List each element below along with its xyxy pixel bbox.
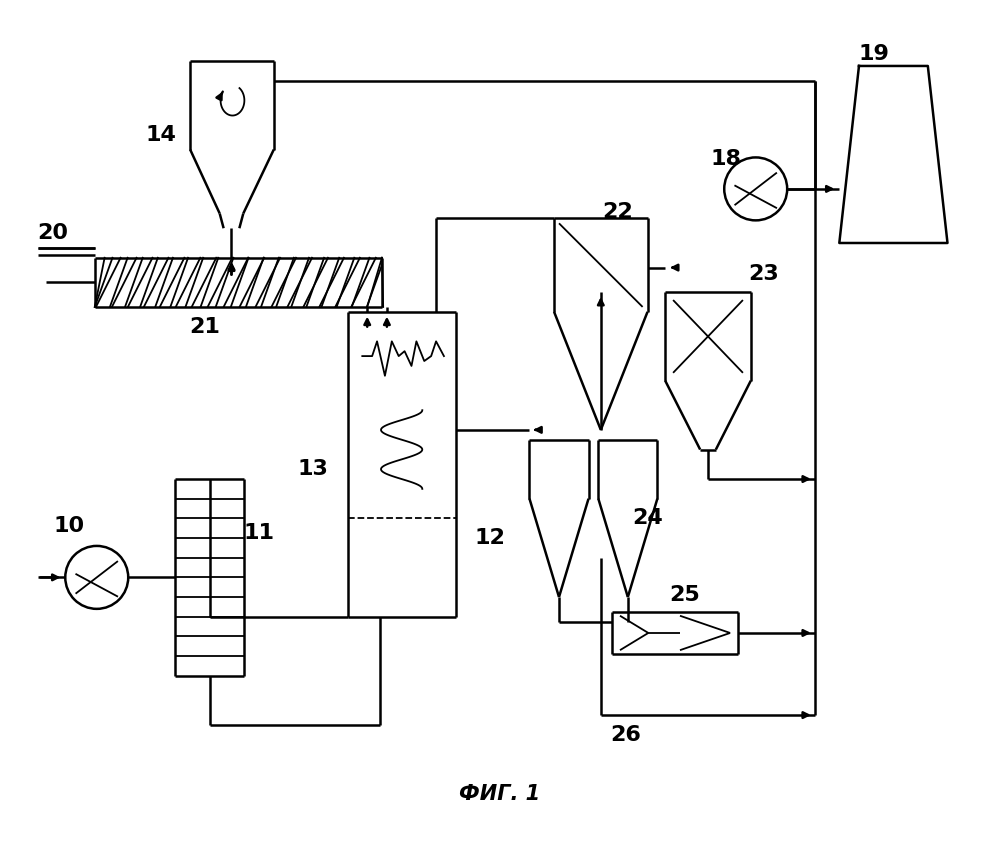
Text: 14: 14 [145,125,176,145]
Text: 26: 26 [610,725,641,744]
Text: 18: 18 [710,149,741,169]
Text: 13: 13 [298,459,329,479]
Text: 23: 23 [748,265,779,284]
Text: 19: 19 [858,44,889,64]
Text: 10: 10 [54,516,85,536]
Text: 21: 21 [190,317,221,336]
Text: 25: 25 [669,585,700,605]
Text: 11: 11 [244,524,275,543]
Text: 20: 20 [37,223,68,243]
Text: 12: 12 [475,528,505,548]
Text: 22: 22 [602,201,633,222]
Text: ФИГ. 1: ФИГ. 1 [460,784,540,803]
Text: 24: 24 [632,508,663,529]
